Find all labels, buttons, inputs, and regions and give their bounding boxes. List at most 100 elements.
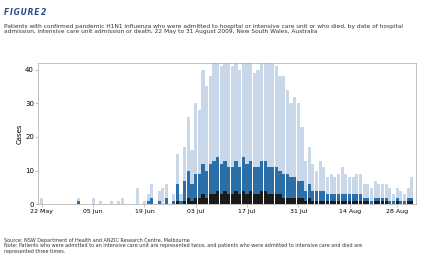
Bar	[381, 184, 384, 198]
Bar	[304, 161, 307, 191]
Bar	[286, 174, 289, 198]
Bar	[201, 194, 205, 204]
Bar	[271, 167, 274, 194]
Bar	[366, 201, 369, 204]
Bar	[407, 198, 410, 201]
Bar	[286, 90, 289, 174]
Bar	[319, 201, 322, 204]
Bar	[253, 194, 256, 204]
Bar	[366, 184, 369, 198]
Bar	[319, 191, 322, 201]
Bar	[209, 194, 212, 204]
Bar	[282, 76, 285, 174]
Bar	[234, 191, 237, 204]
Bar	[238, 70, 241, 167]
Text: F I G U R E  2: F I G U R E 2	[4, 8, 47, 17]
Bar	[257, 70, 259, 167]
Bar	[260, 43, 263, 161]
Bar	[381, 201, 384, 204]
Bar	[136, 188, 139, 204]
Bar	[344, 174, 347, 194]
Bar	[201, 70, 205, 164]
Bar	[194, 198, 197, 204]
Text: Patients with confirmed pandemic H1N1 influenza who were admitted to hospital or: Patients with confirmed pandemic H1N1 in…	[4, 24, 403, 34]
Bar	[355, 174, 358, 194]
Bar	[190, 201, 194, 204]
Bar	[385, 184, 388, 198]
Bar	[399, 191, 402, 201]
Bar	[198, 198, 201, 204]
Bar	[223, 53, 226, 161]
Bar	[223, 191, 226, 204]
Bar	[264, 161, 267, 191]
Bar	[319, 161, 322, 191]
Bar	[268, 56, 271, 167]
Bar	[363, 201, 366, 204]
Bar	[322, 191, 326, 201]
Bar	[183, 147, 186, 181]
Bar	[377, 201, 380, 204]
Bar	[77, 198, 80, 201]
Bar	[337, 201, 340, 204]
Bar	[242, 191, 245, 204]
Bar	[205, 171, 208, 198]
Bar	[315, 171, 318, 191]
Bar	[172, 201, 175, 204]
Bar	[198, 174, 201, 198]
Bar	[374, 198, 377, 201]
Bar	[260, 191, 263, 204]
Bar	[330, 201, 333, 204]
Bar	[363, 184, 366, 198]
Bar	[392, 201, 395, 204]
Bar	[176, 201, 179, 204]
Bar	[311, 201, 315, 204]
Bar	[282, 198, 285, 204]
Bar	[275, 66, 278, 167]
Bar	[290, 177, 293, 198]
Bar	[410, 198, 413, 201]
Bar	[282, 174, 285, 198]
Bar	[201, 164, 205, 194]
Bar	[308, 198, 311, 204]
Bar	[223, 161, 226, 191]
Bar	[147, 201, 150, 204]
Bar	[392, 194, 395, 201]
Bar	[183, 181, 186, 201]
Bar	[121, 198, 124, 204]
Bar	[304, 201, 307, 204]
Bar	[194, 174, 197, 198]
Bar	[245, 53, 248, 164]
Bar	[253, 73, 256, 167]
Bar	[257, 194, 259, 204]
Bar	[388, 201, 391, 204]
Bar	[227, 194, 230, 204]
Bar	[147, 194, 150, 201]
Bar	[351, 194, 355, 201]
Bar	[238, 194, 241, 204]
Bar	[187, 117, 190, 171]
Bar	[161, 188, 164, 204]
Bar	[297, 103, 300, 181]
Bar	[212, 194, 215, 204]
Bar	[92, 198, 95, 204]
Y-axis label: Cases: Cases	[16, 123, 22, 144]
Bar	[143, 201, 146, 204]
Text: Source: NSW Department of Health and ANZIC Research Centre, Melbourne
Note: Pati: Source: NSW Department of Health and ANZ…	[4, 238, 363, 254]
Bar	[165, 198, 168, 204]
Bar	[212, 63, 215, 161]
Bar	[388, 188, 391, 201]
Bar	[264, 50, 267, 161]
Bar	[399, 201, 402, 204]
Bar	[344, 201, 347, 204]
Bar	[341, 201, 344, 204]
Bar	[220, 194, 223, 204]
Bar	[374, 181, 377, 198]
Bar	[410, 177, 413, 198]
Bar	[341, 194, 344, 201]
Bar	[209, 76, 212, 164]
Bar	[348, 194, 351, 201]
Bar	[290, 103, 293, 177]
Bar	[304, 191, 307, 201]
Bar	[257, 167, 259, 194]
Bar	[290, 198, 293, 204]
